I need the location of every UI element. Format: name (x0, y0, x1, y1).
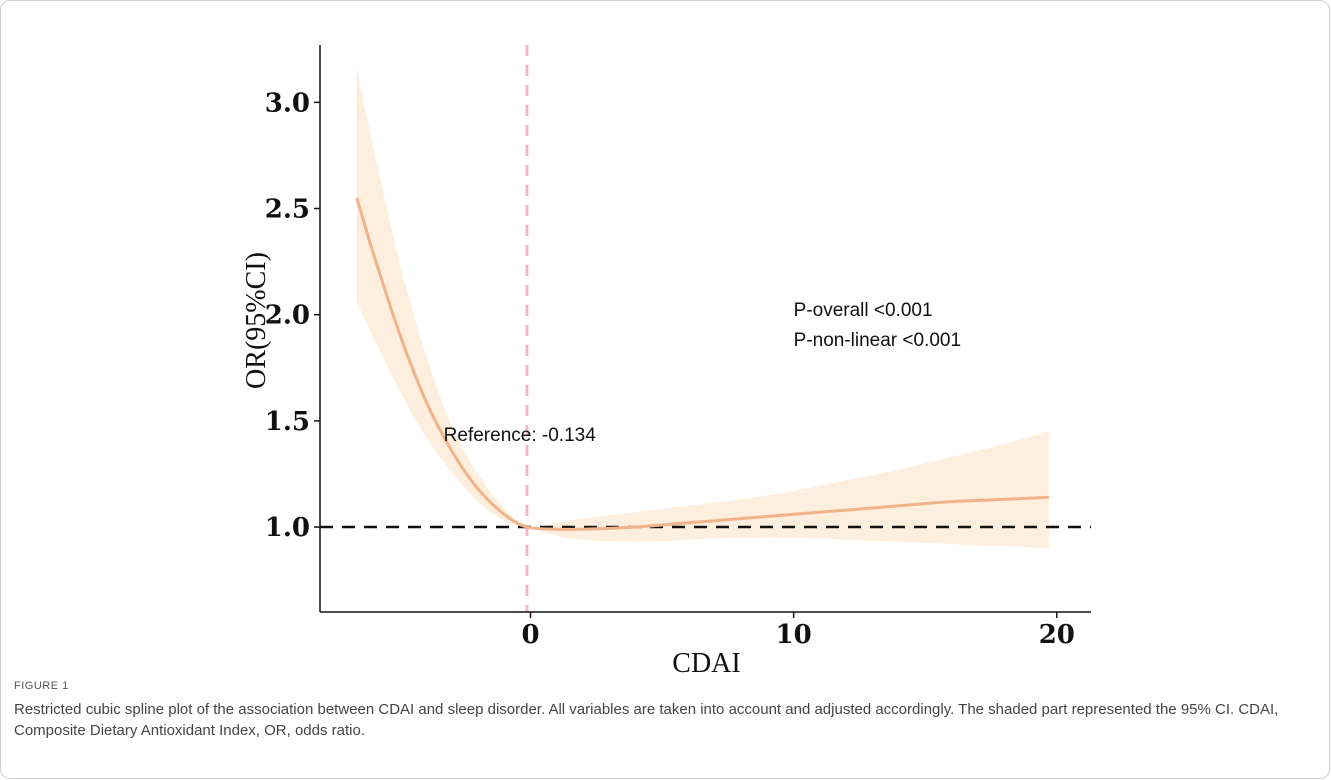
p-overall-annotation: P-overall <0.001 (794, 300, 933, 321)
y-axis-title: OR(95%CI) (241, 252, 272, 389)
y-tick-label: 3.0 (265, 88, 310, 118)
figure-label: FIGURE 1 (14, 680, 69, 692)
ci-band (356, 68, 1049, 549)
x-axis-title: CDAI (672, 648, 740, 679)
x-tick-label: 0 (521, 620, 539, 650)
x-tick-label: 20 (1039, 620, 1075, 650)
figure-caption: Restricted cubic spline plot of the asso… (14, 701, 1279, 739)
or-curve (355, 197, 1049, 531)
x-tick-label: 10 (776, 620, 812, 650)
y-tick-label: 2.5 (265, 195, 310, 225)
p-nonlinear-annotation: P-non-linear <0.001 (794, 330, 961, 351)
y-tick-label: 2.0 (265, 301, 310, 331)
x-axis-ticks: 0 10 20 (521, 612, 1075, 650)
reference-annotation: Reference: -0.134 (444, 425, 597, 446)
y-axis-ticks: 1.0 1.5 2.0 2.5 3.0 (265, 88, 320, 543)
spline-chart: 1.0 1.5 2.0 2.5 3.0 0 10 20 CDAI OR(95%CI) Ref… (241, 45, 1091, 679)
y-tick-label: 1.0 (265, 513, 310, 543)
y-tick-label: 1.5 (265, 407, 310, 437)
